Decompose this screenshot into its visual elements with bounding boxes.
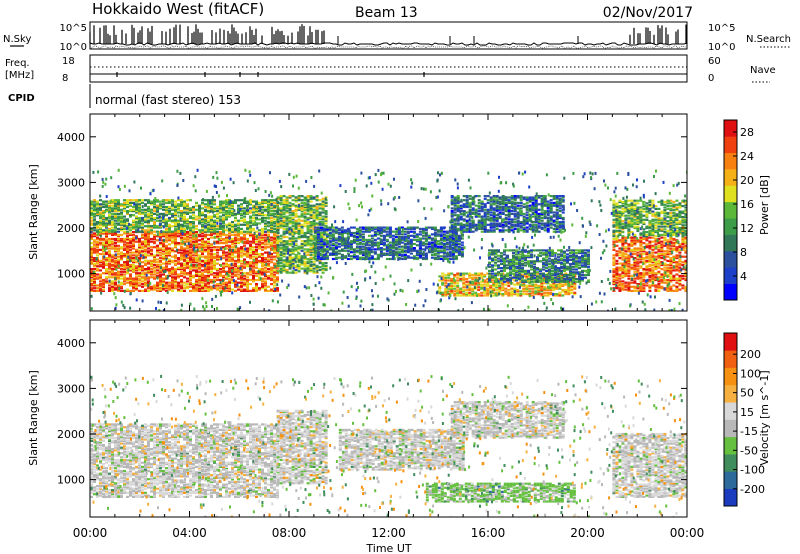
nsky-tick-top: 10^5 (60, 23, 87, 34)
cpid-panel: CPID normal (fast stereo) 153 (8, 84, 241, 108)
velocity-colorbar-tick: -50 (740, 444, 758, 457)
freq-label-line2: [MHz] (5, 70, 34, 81)
nsearch-tick-top: 10^5 (708, 23, 735, 34)
power-colorbar-tick: 16 (740, 198, 754, 211)
freq-panel: Freq. [MHz] 18 8 60 0 Nave (5, 54, 776, 84)
velocity-colorbar: 200 100 50 15 -15 -50 -100 -200 (723, 332, 765, 507)
x-tick-5: 20:00 (570, 526, 605, 540)
power-ytick-2000: 2000 (57, 222, 85, 235)
power-colorbar-swatch (724, 218, 737, 235)
velocity-colorbar-swatch (724, 419, 737, 438)
power-ytick-4000: 4000 (57, 131, 85, 144)
power-ytick-1000: 1000 (57, 268, 85, 281)
velocity-colorbar-tick: -200 (740, 483, 765, 496)
power-colorbar-tick: 12 (740, 222, 754, 235)
velocity-ytick-2000: 2000 (57, 428, 85, 441)
velocity-ylabel: Slant Range [km] (27, 370, 40, 466)
x-axis-label: Time UT (365, 542, 411, 554)
velocity-colorbar-tick: 50 (740, 387, 754, 400)
velocity-colorbar-tick: 200 (740, 348, 761, 361)
power-colorbar-swatch (724, 201, 737, 219)
power-colorbar-swatch (724, 283, 737, 301)
power-colorbar-tick: 28 (740, 126, 754, 139)
nsearch-label: N.Search (746, 34, 791, 45)
cpid-label: CPID (8, 93, 35, 104)
power-panel: 1000 2000 3000 4000 Slant Range [km] (27, 113, 688, 312)
velocity-colorbar-swatch (724, 488, 737, 507)
velocity-colorbar-tick: -100 (740, 464, 765, 477)
nave-tick-bottom: 0 (708, 73, 714, 84)
power-colorbar-tick: 4 (740, 270, 747, 283)
x-tick-0: 00:00 (73, 526, 108, 540)
power-ytick-3000: 3000 (57, 176, 85, 189)
power-colorbar: 4 8 12 16 20 24 28 (723, 119, 754, 301)
x-tick-2: 08:00 (272, 526, 307, 540)
power-colorbar-swatch (724, 136, 737, 154)
x-tick-4: 16:00 (471, 526, 506, 540)
x-axis: 00:00 04:00 08:00 12:00 16:00 20:00 00:00 (73, 526, 705, 540)
velocity-colorbar-swatch (724, 436, 737, 455)
power-colorbar-label: Power [dB] (758, 175, 771, 235)
velocity-colorbar-swatch (724, 367, 737, 386)
power-colorbar-swatch (724, 169, 737, 186)
nsearch-tick-bottom: 10^0 (708, 42, 735, 53)
x-tick-1: 04:00 (172, 526, 207, 540)
velocity-ytick-4000: 4000 (57, 337, 85, 350)
power-colorbar-swatch (724, 120, 737, 137)
velocity-ytick-1000: 1000 (57, 474, 85, 487)
x-tick-6: 00:00 (670, 526, 705, 540)
station-title: Hokkaido West (fitACF) (92, 0, 264, 18)
velocity-colorbar-tick: -15 (740, 425, 758, 438)
velocity-panel: 1000 2000 3000 4000 Slant Range [km] (27, 319, 688, 518)
power-colorbar-swatch (724, 267, 737, 284)
nave-label: Nave (750, 65, 776, 76)
power-colorbar-swatch (724, 234, 737, 252)
velocity-ytick-3000: 3000 (57, 382, 85, 395)
cpid-text: normal (fast stereo) 153 (95, 93, 241, 107)
velocity-colorbar-label: Velocity [m s^-1] (758, 370, 771, 465)
date-label: 02/Nov/2017 (603, 5, 693, 21)
power-colorbar-tick: 20 (740, 174, 754, 187)
velocity-colorbar-swatch (724, 333, 737, 351)
velocity-colorbar-swatch (724, 402, 737, 420)
power-colorbar-swatch (724, 250, 737, 268)
freq-tick-top: 18 (62, 56, 75, 67)
power-colorbar-swatch (724, 152, 737, 170)
power-colorbar-tick: 8 (740, 246, 747, 259)
beam-label: Beam 13 (355, 5, 418, 21)
velocity-colorbar-swatch (724, 350, 737, 368)
velocity-colorbar-swatch (724, 454, 737, 472)
nsky-label: N.Sky (3, 34, 31, 45)
nsky-panel: N.Sky 10^5 10^0 10^5 10^0 N.Search (3, 21, 791, 53)
velocity-colorbar-tick: 15 (740, 406, 754, 419)
velocity-colorbar-swatch (724, 384, 737, 403)
velocity-colorbar-swatch (724, 471, 737, 489)
nsky-tick-bottom: 10^0 (60, 42, 87, 53)
freq-label-line1: Freq. (5, 58, 30, 69)
nave-tick-top: 60 (708, 56, 721, 67)
power-colorbar-swatch (724, 185, 737, 203)
x-tick-3: 12:00 (371, 526, 406, 540)
freq-tick-bottom: 8 (62, 73, 68, 84)
power-colorbar-tick: 24 (740, 150, 754, 163)
velocity-colorbar-tick: 100 (740, 367, 761, 380)
power-ylabel: Slant Range [km] (27, 164, 40, 260)
